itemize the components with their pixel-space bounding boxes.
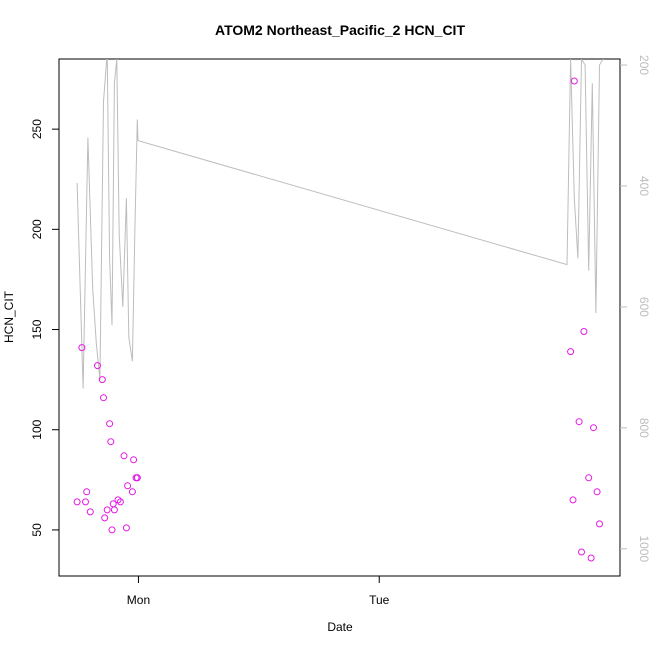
data-point — [101, 514, 109, 522]
right-y-axis: 200 400 600 800 1000 — [620, 55, 650, 562]
data-point — [128, 488, 136, 496]
x-axis-label: Date — [327, 620, 353, 634]
y-tick-label: 100 — [30, 419, 44, 439]
y-tick-label: 150 — [30, 319, 44, 339]
data-point — [580, 328, 588, 335]
right-y-tick-label: 200 — [637, 55, 650, 75]
data-point — [569, 496, 577, 504]
chart-title: ATOM2 Northeast_Pacific_2 HCN_CIT — [215, 22, 465, 38]
data-point — [122, 524, 130, 532]
x-tick-label: Mon — [127, 593, 150, 607]
data-point — [116, 498, 124, 506]
data-point — [590, 424, 597, 432]
data-point — [107, 438, 115, 446]
y-axis-label: HCN_CIT — [2, 290, 16, 343]
data-point — [130, 456, 138, 464]
data-point — [94, 362, 101, 370]
data-point — [587, 554, 595, 562]
y-tick-label: 50 — [30, 523, 44, 537]
right-y-tick-label: 800 — [637, 418, 650, 438]
data-point — [124, 482, 132, 490]
data-point — [578, 548, 585, 556]
right-y-tick-label: 600 — [637, 297, 650, 317]
data-point — [106, 420, 114, 428]
data-point — [82, 498, 89, 506]
x-tick-label: Tue — [369, 593, 390, 607]
series-line — [76, 59, 604, 389]
y-tick-label: 200 — [30, 219, 44, 239]
data-point — [86, 508, 94, 516]
data-point — [110, 506, 118, 514]
data-point — [575, 418, 583, 426]
right-y-tick-label: 400 — [637, 176, 650, 196]
left-axis-point-series — [73, 77, 603, 562]
data-point — [596, 520, 603, 528]
data-point — [120, 452, 128, 460]
data-point — [98, 376, 106, 384]
data-point — [73, 498, 81, 506]
left-y-axis: 50 100 150 200 250 — [30, 119, 59, 537]
data-point — [78, 344, 86, 352]
plot-frame — [58, 58, 621, 577]
right-y-tick-label: 1000 — [637, 535, 650, 562]
y-tick-label: 250 — [30, 119, 44, 139]
x-axis: Mon Tue — [127, 576, 390, 607]
data-point — [570, 77, 578, 85]
data-point — [567, 348, 575, 356]
right-axis-line-series — [76, 59, 604, 389]
data-point — [83, 488, 91, 496]
data-point — [585, 474, 593, 482]
data-point — [593, 488, 601, 496]
data-point — [103, 506, 111, 514]
data-point — [100, 394, 107, 402]
data-point — [133, 474, 141, 482]
data-point — [108, 526, 116, 534]
